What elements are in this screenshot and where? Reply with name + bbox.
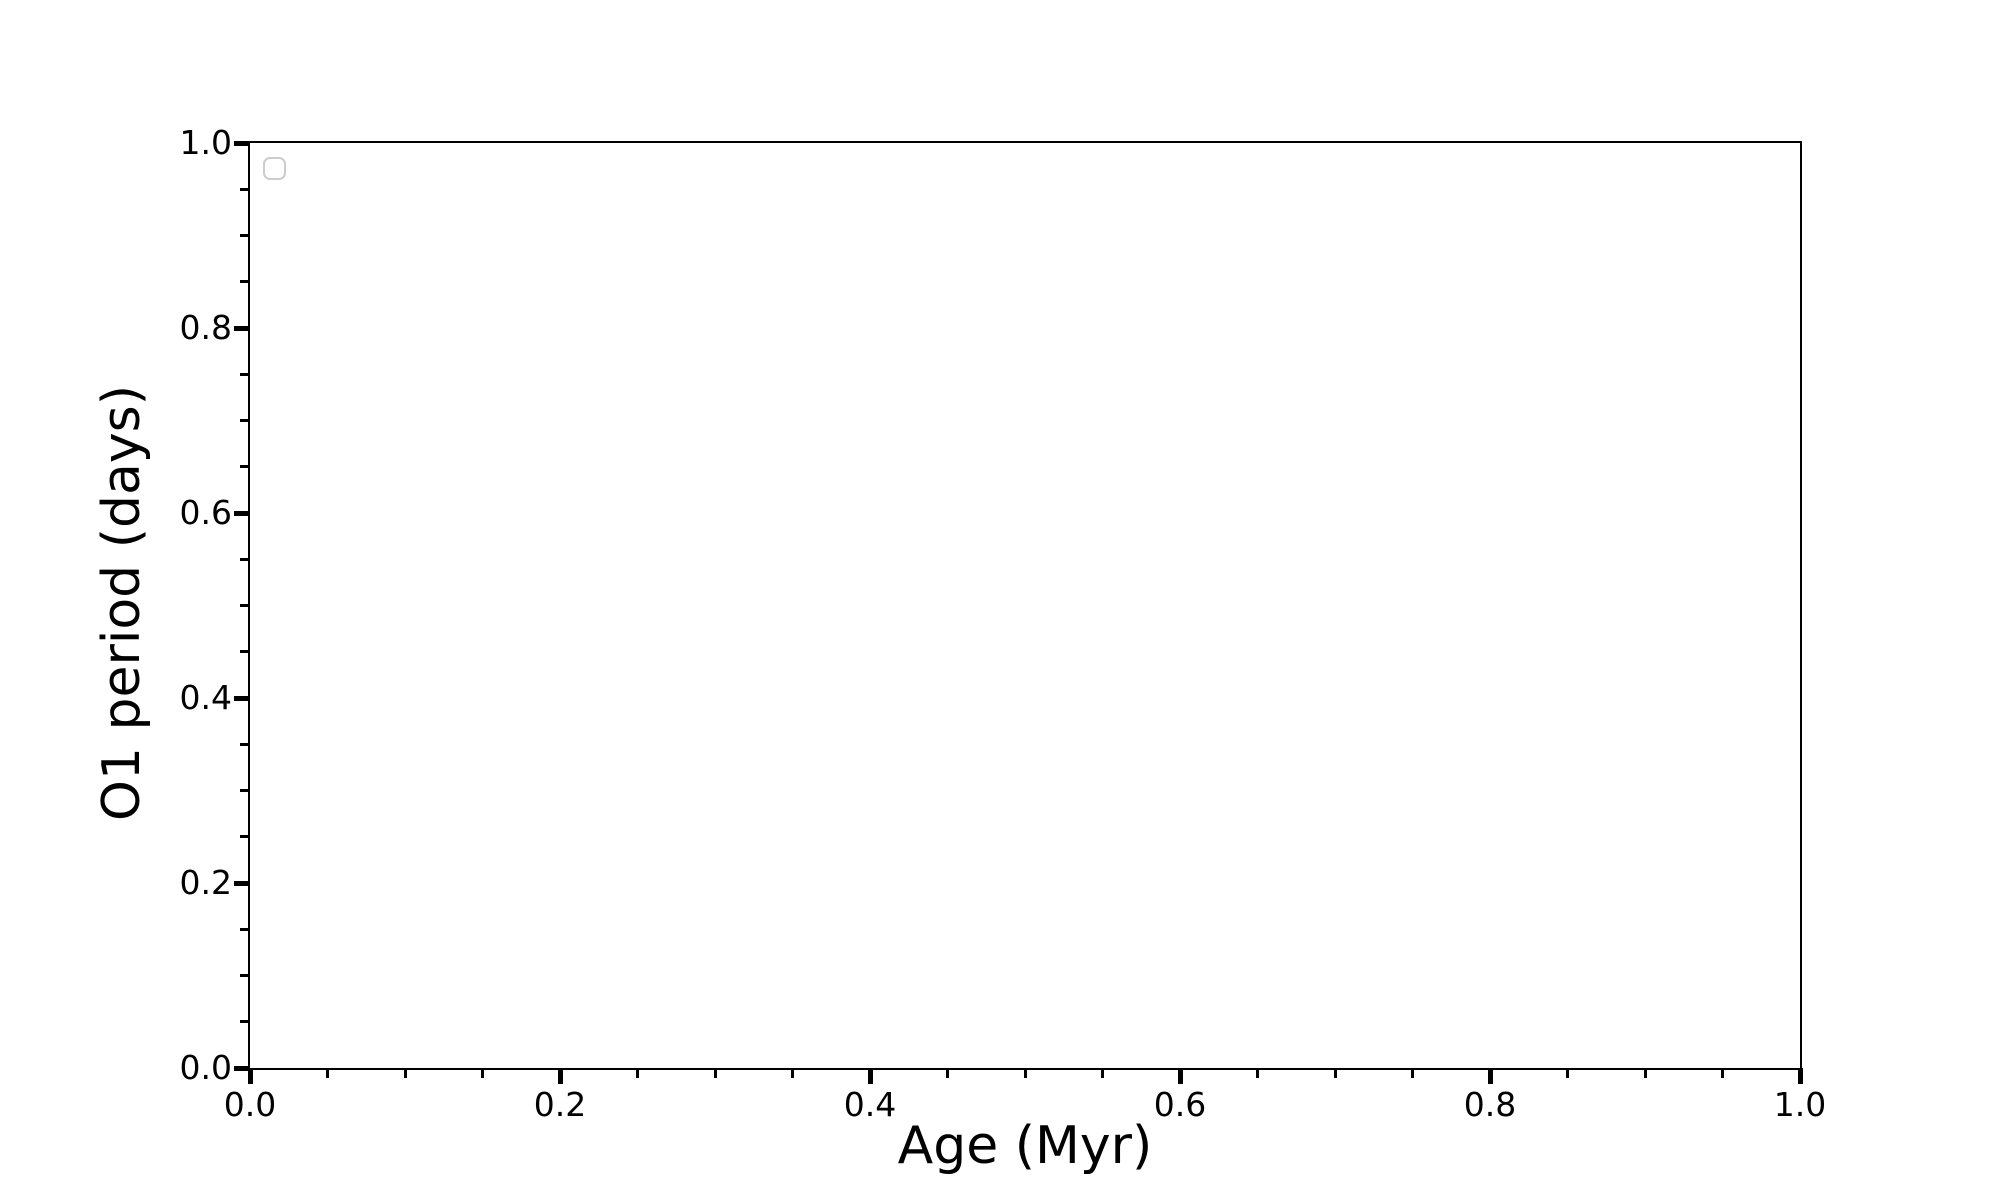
x-major-tick bbox=[247, 1068, 253, 1084]
x-major-tick bbox=[1797, 1068, 1803, 1084]
x-major-tick bbox=[557, 1068, 563, 1084]
plot-area bbox=[248, 141, 1802, 1070]
x-major-tick bbox=[1487, 1068, 1493, 1084]
legend bbox=[263, 157, 286, 180]
y-tick-label: 0.8 bbox=[179, 308, 232, 347]
x-major-tick bbox=[867, 1068, 873, 1084]
y-tick-label: 0.0 bbox=[179, 1048, 232, 1087]
x-axis-label: Age (Myr) bbox=[897, 1116, 1153, 1176]
y-tick-label: 1.0 bbox=[179, 123, 232, 162]
x-major-tick bbox=[1177, 1068, 1183, 1084]
y-tick-label: 0.2 bbox=[179, 863, 232, 902]
y-axis-label: O1 period (days) bbox=[92, 384, 152, 822]
